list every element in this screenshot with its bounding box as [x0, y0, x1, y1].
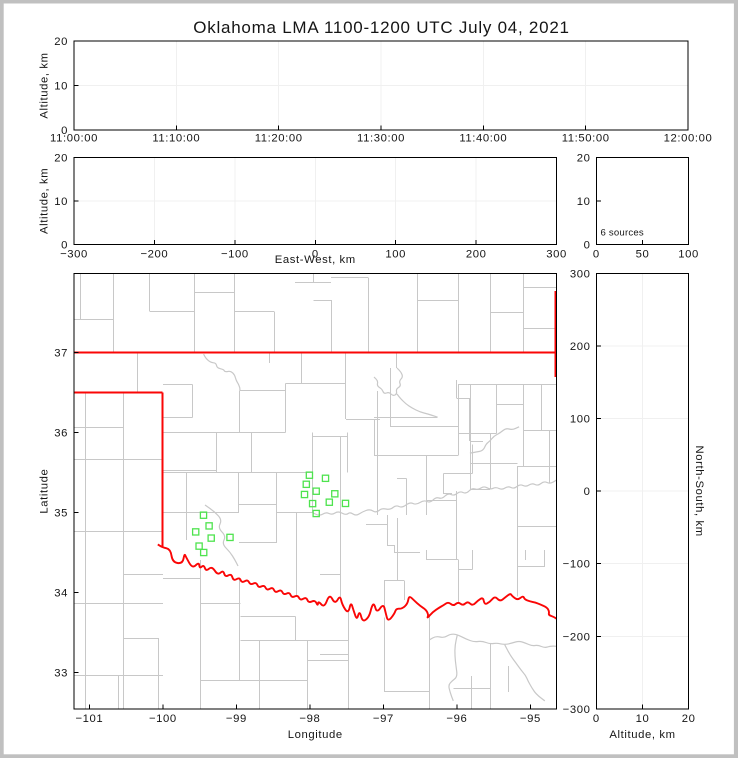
svg-text:34: 34: [54, 587, 68, 599]
svg-text:−98: −98: [299, 713, 320, 725]
svg-text:−97: −97: [373, 713, 394, 725]
svg-text:−100: −100: [221, 249, 249, 261]
svg-text:11:20:00: 11:20:00: [255, 132, 303, 144]
svg-text:37: 37: [54, 347, 68, 359]
svg-text:20: 20: [54, 36, 68, 48]
svg-text:Altitude, km: Altitude, km: [39, 52, 51, 118]
svg-text:0: 0: [593, 249, 600, 261]
svg-text:East-West, km: East-West, km: [275, 254, 356, 266]
svg-text:0: 0: [61, 125, 68, 137]
svg-text:20: 20: [577, 152, 591, 164]
svg-text:Altitude, km: Altitude, km: [609, 729, 675, 741]
svg-text:50: 50: [636, 249, 650, 261]
svg-text:−300: −300: [60, 249, 88, 261]
svg-text:300: 300: [570, 268, 591, 280]
svg-text:36: 36: [54, 427, 68, 439]
svg-text:−300: −300: [563, 704, 591, 716]
svg-text:−200: −200: [140, 249, 168, 261]
svg-text:20: 20: [54, 152, 68, 164]
svg-text:Longitude: Longitude: [288, 729, 343, 741]
svg-text:−99: −99: [226, 713, 247, 725]
svg-text:North-South, km: North-South, km: [693, 445, 705, 536]
svg-text:300: 300: [546, 249, 567, 261]
svg-text:0: 0: [584, 239, 591, 251]
svg-text:−100: −100: [149, 713, 177, 725]
svg-text:0: 0: [61, 240, 68, 252]
svg-text:Oklahoma LMA 1100-1200 UTC Jul: Oklahoma LMA 1100-1200 UTC July 04, 2021: [193, 18, 570, 37]
svg-text:−100: −100: [563, 559, 591, 571]
svg-text:200: 200: [466, 249, 487, 261]
svg-text:10: 10: [636, 713, 650, 725]
svg-text:−200: −200: [563, 631, 591, 643]
svg-text:11:00:00: 11:00:00: [50, 132, 98, 144]
svg-text:0: 0: [584, 486, 591, 498]
svg-text:20: 20: [682, 713, 696, 725]
svg-text:12:00:00: 12:00:00: [664, 132, 713, 144]
svg-text:Altitude, km: Altitude, km: [39, 168, 51, 234]
svg-text:6 sources: 6 sources: [601, 227, 644, 238]
svg-text:0: 0: [312, 249, 319, 261]
svg-text:10: 10: [54, 81, 68, 93]
svg-text:100: 100: [678, 249, 699, 261]
svg-text:Latitude: Latitude: [39, 469, 51, 514]
svg-text:0: 0: [593, 713, 600, 725]
svg-text:−101: −101: [75, 713, 103, 725]
svg-text:10: 10: [54, 196, 68, 208]
svg-text:200: 200: [570, 341, 591, 353]
svg-text:−96: −96: [446, 713, 467, 725]
svg-text:100: 100: [570, 414, 591, 426]
svg-text:11:10:00: 11:10:00: [152, 132, 200, 144]
svg-text:11:30:00: 11:30:00: [357, 132, 405, 144]
svg-text:11:40:00: 11:40:00: [459, 132, 507, 144]
svg-text:−95: −95: [520, 713, 541, 725]
svg-text:33: 33: [54, 667, 68, 679]
svg-text:35: 35: [54, 507, 68, 519]
svg-text:100: 100: [385, 249, 406, 261]
svg-text:11:50:00: 11:50:00: [562, 132, 610, 144]
svg-text:10: 10: [577, 196, 591, 208]
